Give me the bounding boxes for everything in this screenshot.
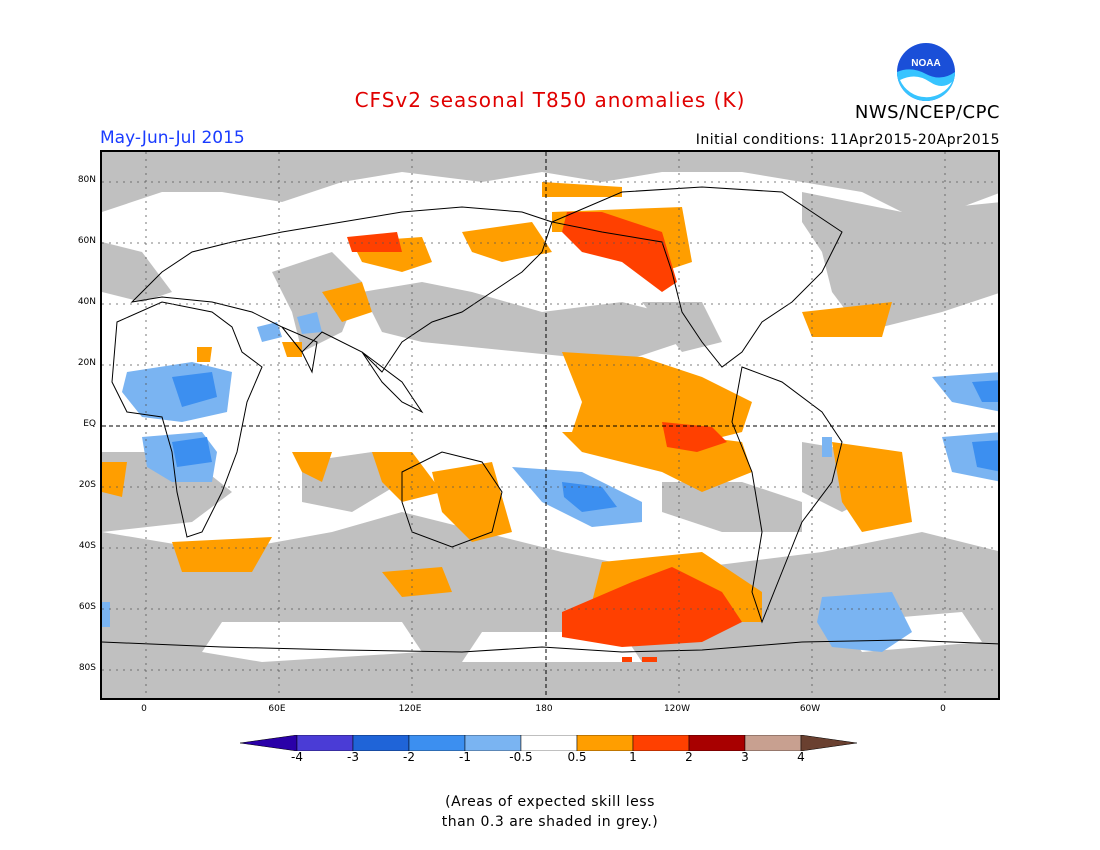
chart-title: CFSv2 seasonal T850 anomalies (K)	[354, 88, 746, 112]
colorbar-label: 2	[685, 750, 693, 764]
colorbar-label: -2	[403, 750, 415, 764]
lon-label: 120E	[398, 704, 422, 714]
colorbar-label: -1	[459, 750, 471, 764]
colorbar-segment	[464, 734, 522, 752]
colorbar-segment	[296, 734, 354, 752]
skill-note-line: than 0.3 are shaded in grey.)	[441, 814, 659, 830]
colorbar-label: 4	[797, 750, 805, 764]
colorbar-segment	[408, 734, 466, 752]
initial-conditions-label: Initial conditions: 11Apr2015-20Apr2015	[695, 132, 1000, 148]
coastlines	[102, 186, 998, 653]
colorbar-segment	[688, 734, 746, 752]
lat-label: EQ	[83, 419, 96, 429]
lon-label: 60E	[268, 704, 286, 714]
colorbar-label: 0.5	[567, 750, 587, 764]
lat-label: 20N	[77, 358, 96, 368]
colorbar-segment	[239, 734, 298, 752]
skill-note: (Areas of expected skill less than 0.3 a…	[0, 792, 1100, 832]
colorbar-label: -0.5	[509, 750, 533, 764]
colorbar-label: -3	[347, 750, 359, 764]
colorbar-segment	[352, 734, 410, 752]
colorbar-segment	[632, 734, 690, 752]
lon-label: 0	[141, 704, 147, 714]
lat-label: 40N	[77, 297, 96, 307]
skill-note-line: (Areas of expected skill less	[445, 794, 655, 810]
anomaly-map	[100, 150, 1000, 700]
lat-label: 60S	[78, 602, 96, 612]
colorbar-segment	[744, 734, 802, 752]
colorbar	[239, 734, 860, 765]
gridlines	[102, 152, 998, 698]
lat-label: 40S	[78, 541, 96, 551]
colorbar-label: -4	[291, 750, 303, 764]
lon-label: 60W	[799, 704, 821, 714]
season-label: May-Jun-Jul 2015	[100, 128, 245, 148]
svg-text:NOAA: NOAA	[911, 58, 940, 69]
colorbar-segment	[520, 734, 578, 752]
colorbar-label: 1	[629, 750, 637, 764]
colorbar-segment	[800, 734, 858, 752]
lon-label: 0	[940, 704, 946, 714]
lat-label: 20S	[78, 480, 96, 490]
lon-label: 180	[535, 704, 553, 714]
positive-anomaly-strong	[347, 212, 742, 662]
agency-label: NWS/NCEP/CPC	[854, 102, 1000, 123]
noaa-logo: NOAA	[896, 42, 956, 102]
negative-anomaly-medium	[172, 372, 998, 512]
lat-label: 80S	[78, 663, 96, 673]
lat-label: 80N	[77, 175, 96, 185]
colorbar-segment	[576, 734, 634, 752]
colorbar-label: 3	[741, 750, 749, 764]
lon-label: 120W	[663, 704, 691, 714]
lat-label: 60N	[77, 236, 96, 246]
